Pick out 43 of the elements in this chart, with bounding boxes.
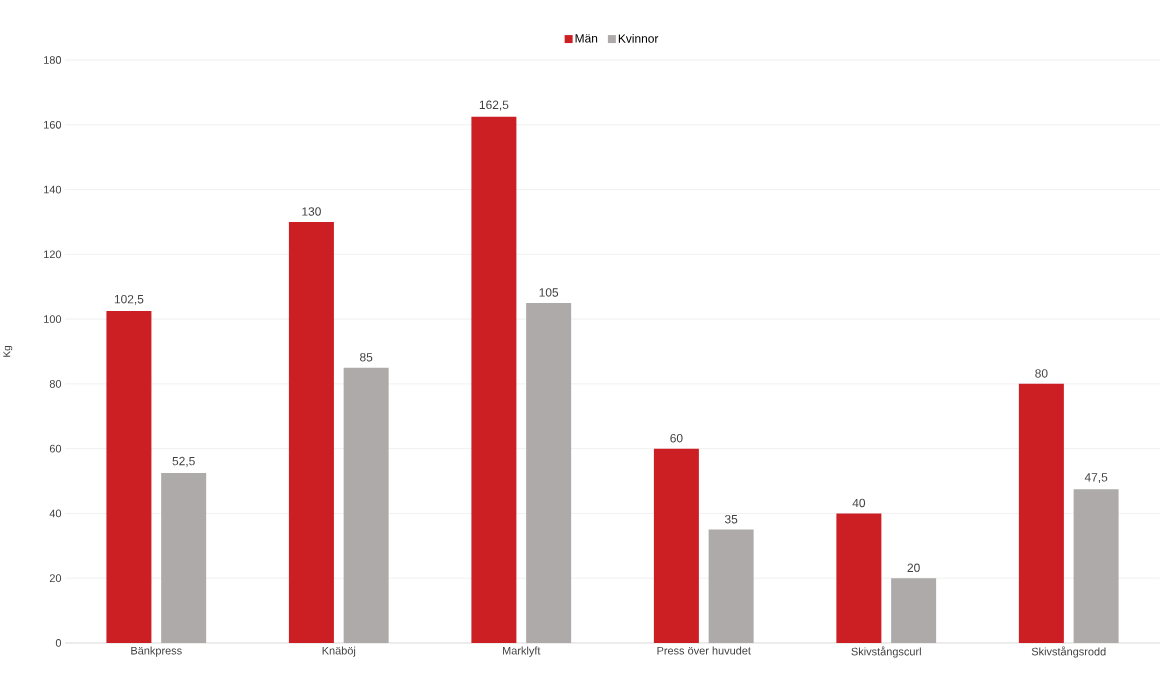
y-tick-label: 140	[44, 185, 62, 194]
bar	[1018, 383, 1064, 643]
y-tick-label: 60	[49, 444, 62, 453]
y-tick-label: 0	[55, 639, 62, 647]
y-tick-label: 180	[44, 56, 62, 64]
bar	[288, 221, 334, 643]
data-label: 85	[360, 353, 373, 362]
y-tick-label: 40	[49, 509, 62, 518]
x-tick-label: Press över huvudet	[657, 646, 751, 655]
data-label: 60	[670, 434, 683, 443]
bar	[161, 472, 207, 643]
y-tick-label: 20	[49, 574, 62, 583]
data-label: 52,5	[172, 456, 195, 467]
data-label: 130	[302, 207, 321, 216]
bar	[891, 578, 937, 643]
bar	[1073, 489, 1119, 643]
y-axis-title: Kg	[3, 346, 13, 357]
bar	[708, 529, 754, 643]
y-tick-label: 120	[44, 250, 62, 259]
y-tick-label: 100	[44, 315, 62, 323]
legend-label: Kvinnor	[618, 34, 659, 43]
bar	[471, 116, 517, 643]
bar	[526, 302, 572, 643]
x-tick-label: Bänkpress	[131, 646, 182, 657]
x-tick-label: Marklyft	[503, 646, 541, 657]
y-tick-label: 160	[44, 120, 62, 129]
legend-label: Män	[575, 34, 598, 43]
data-label: 102,5	[114, 294, 144, 305]
data-label: 35	[724, 514, 738, 524]
data-label: 40	[852, 498, 866, 508]
data-label: 80	[1035, 369, 1048, 378]
data-label: 105	[539, 288, 559, 297]
data-label: 47,5	[1084, 473, 1108, 483]
x-tick-label: Knäböj	[322, 646, 356, 657]
bar	[653, 448, 699, 643]
bar	[836, 513, 882, 643]
x-tick-label: Skivstångsrodd	[1031, 646, 1106, 658]
data-label: 20	[907, 563, 920, 572]
data-label: 162,5	[479, 100, 509, 111]
bar	[106, 311, 152, 643]
bar	[343, 367, 389, 643]
x-tick-label: Skivstångscurl	[851, 646, 921, 658]
y-tick-label: 80	[49, 380, 62, 388]
